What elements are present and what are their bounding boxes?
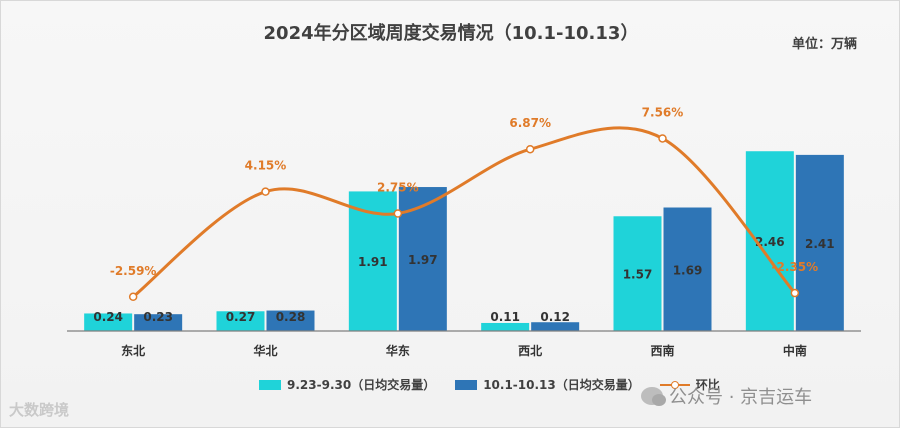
legend-label-series2: 10.1-10.13（日均交易量） <box>483 378 640 392</box>
watermark-left: 大数跨境 <box>9 401 70 419</box>
legend-item-line: 环比 <box>659 376 720 393</box>
line-label-5: -2.35% <box>772 260 819 274</box>
watermark-right: 公众号 · 京吉运车 <box>641 383 812 409</box>
line-series-path <box>132 126 796 298</box>
watermark-right-text: 公众号 · 京吉运车 <box>669 387 813 408</box>
line-point-2 <box>393 209 403 218</box>
bar-2-0 <box>134 314 183 331</box>
bar-1-5 <box>745 151 794 331</box>
bar-1-1 <box>216 311 265 331</box>
bar-label-1-0: 0.24 <box>93 310 123 324</box>
line-label-2: 2.75% <box>377 181 419 195</box>
line-point-3 <box>525 144 535 154</box>
category-label-5: 中南 <box>783 343 807 358</box>
category-label-2: 华东 <box>386 343 410 358</box>
bar-label-2-2: 1.97 <box>408 253 438 267</box>
bar-label-1-5: 2.46 <box>755 235 785 249</box>
bar-label-1-3: 0.11 <box>490 310 520 324</box>
legend-swatch-line <box>659 380 690 390</box>
legend-item-series1: 9.23-9.30（日均交易量） <box>259 376 435 393</box>
legend-label-series1: 9.23-9.30（日均交易量） <box>287 378 436 392</box>
chart-legend: 9.23-9.30（日均交易量） 10.1-10.13（日均交易量） 环比 <box>259 376 720 393</box>
bar-label-2-1: 0.28 <box>276 310 306 324</box>
unit-label: 单位：万辆 <box>791 37 857 52</box>
bar-label-1-4: 1.57 <box>623 268 653 282</box>
line-label-4: 7.56% <box>642 105 684 119</box>
bar-2-4 <box>663 207 712 331</box>
line-point-0 <box>128 292 138 302</box>
bar-2-3 <box>531 322 580 331</box>
legend-item-series2: 10.1-10.13（日均交易量） <box>455 376 640 393</box>
bar-1-3 <box>481 322 530 331</box>
legend-label-line: 环比 <box>695 378 720 392</box>
legend-swatch-series1 <box>259 379 281 390</box>
wechat-icon <box>641 387 666 406</box>
category-label-1: 华北 <box>253 343 277 358</box>
bar-label-2-3: 0.12 <box>540 310 570 324</box>
bar-1-4 <box>613 216 662 331</box>
line-label-1: 4.15% <box>245 159 287 173</box>
line-point-5 <box>790 288 800 298</box>
category-label-3: 西北 <box>518 343 542 358</box>
line-point-4 <box>658 134 667 143</box>
bar-label-2-4: 1.69 <box>673 263 703 277</box>
chart-title: 2024年分区域周度交易情况（10.1-10.13） <box>263 23 639 44</box>
bar-2-1 <box>266 310 315 331</box>
line-point-1 <box>261 187 270 196</box>
bar-label-2-0: 0.23 <box>143 310 173 324</box>
bar-label-1-1: 0.27 <box>226 310 256 324</box>
bar-label-2-5: 2.41 <box>805 237 835 251</box>
bar-label-1-2: 1.91 <box>358 255 388 269</box>
bar-1-0 <box>84 313 133 331</box>
legend-swatch-series2 <box>455 379 478 390</box>
category-label-4: 西南 <box>650 343 674 358</box>
line-label-0: -2.59% <box>110 264 157 278</box>
bar-2-5 <box>795 154 844 331</box>
line-label-3: 6.87% <box>509 116 551 130</box>
category-label-0: 东北 <box>121 343 145 358</box>
